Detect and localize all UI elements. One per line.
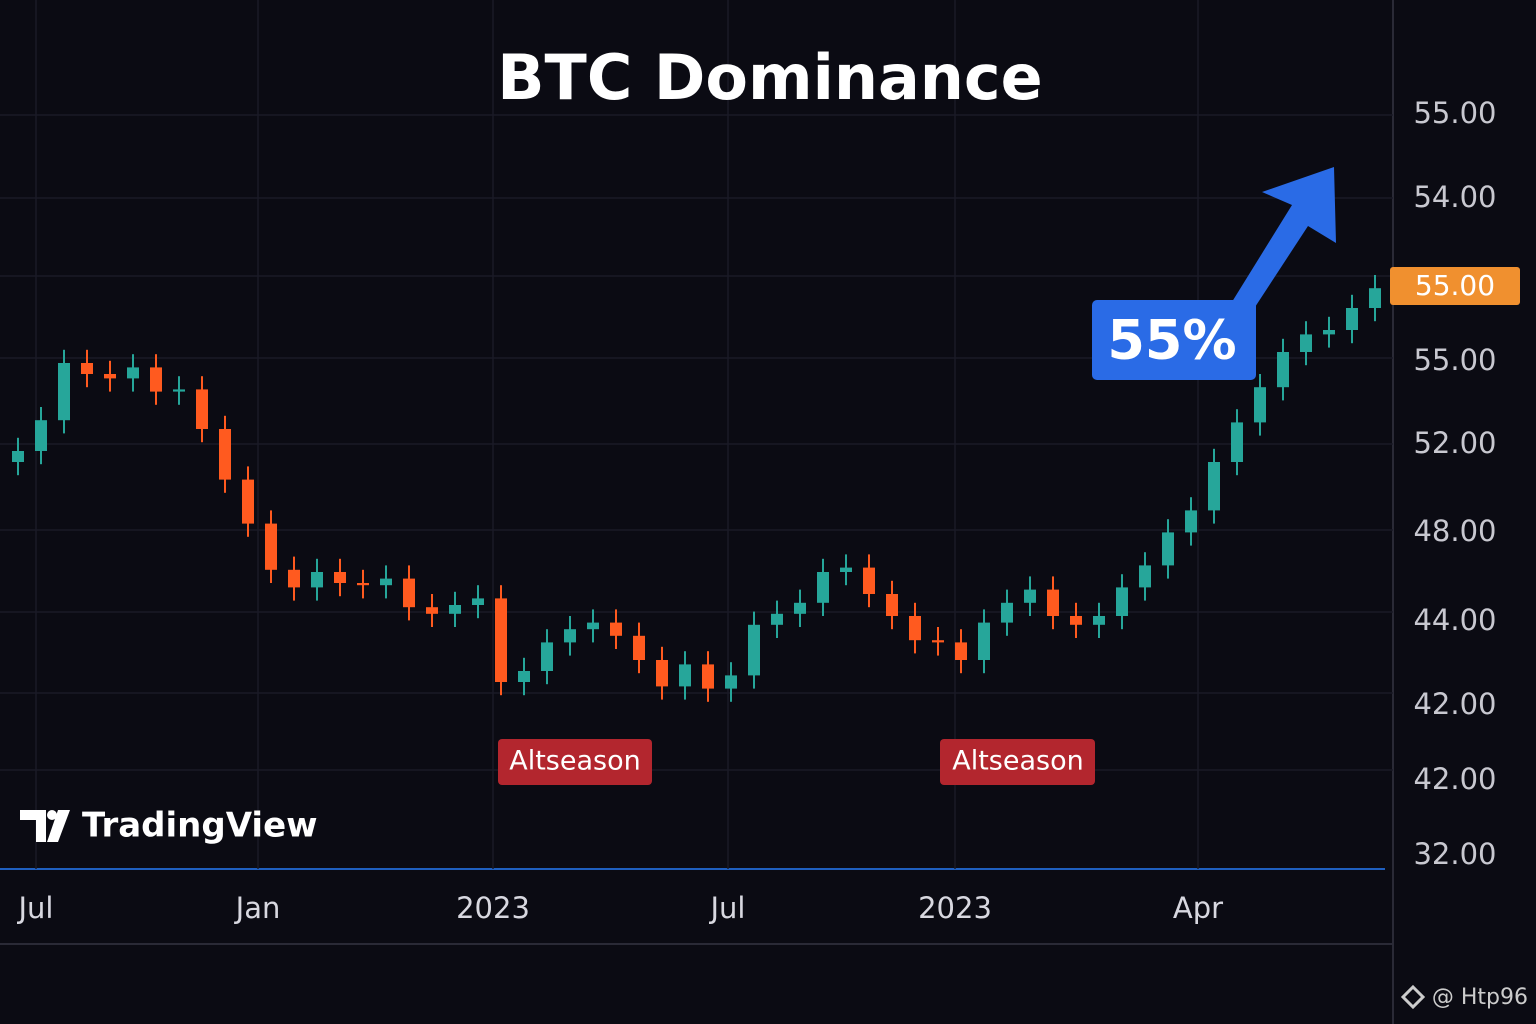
y-axis-label: 55.00 [1413, 343, 1496, 377]
chart-title: BTC Dominance [497, 41, 1042, 114]
candle-body [403, 578, 415, 608]
candle-body [449, 605, 461, 614]
candle-body [1323, 330, 1335, 335]
candle-body [1369, 288, 1381, 308]
candle-body [771, 613, 783, 625]
candle-body [794, 602, 806, 614]
candle-body [955, 642, 967, 660]
candle-body [1139, 565, 1151, 588]
callout-text: 55% [1107, 309, 1236, 372]
candle-body [1047, 589, 1059, 616]
candle-body [518, 671, 530, 682]
candle-body [1277, 352, 1289, 388]
y-axis-label: 42.00 [1413, 762, 1496, 796]
candle-body [1185, 510, 1197, 533]
candle-body [1346, 308, 1358, 330]
candle-body [587, 622, 599, 630]
candle-body [1254, 387, 1266, 423]
candle-body [127, 367, 139, 379]
candle-body [863, 567, 875, 594]
y-axis-label: 44.00 [1413, 603, 1496, 637]
candle-body [886, 594, 898, 616]
annotation-box [940, 739, 1095, 785]
x-axis-label: Jan [234, 891, 281, 925]
candle-body [656, 660, 668, 687]
candle-body [702, 664, 714, 689]
candle-body [748, 624, 760, 676]
x-axis-label: 2023 [456, 891, 530, 925]
candle-body [1093, 616, 1105, 625]
candle-body [472, 598, 484, 605]
callout-box [1092, 300, 1256, 380]
x-axis-label: Apr [1173, 891, 1223, 925]
y-axis-label: 48.00 [1413, 514, 1496, 548]
x-axis-label: Jul [709, 891, 746, 925]
candle-body [1116, 587, 1128, 616]
candle-body [380, 578, 392, 586]
candle-body [541, 642, 553, 671]
candle-body [817, 572, 829, 603]
candle-body [12, 451, 24, 462]
candle-body [932, 640, 944, 643]
candle-body [725, 675, 737, 689]
candle-body [909, 616, 921, 641]
candle-body [58, 363, 70, 421]
annotation-text: Altseason [509, 746, 640, 777]
candle-body [610, 622, 622, 636]
candle-body [104, 374, 116, 379]
callout-arrow [1222, 167, 1336, 330]
candles [12, 275, 1381, 702]
candle-body [265, 523, 277, 570]
y-axis-label: 32.00 [1413, 837, 1496, 871]
candle-body [840, 567, 852, 572]
watermark: @ Htp96 [1432, 985, 1528, 1010]
candle-body [1162, 532, 1174, 566]
candle-body [1208, 462, 1220, 511]
y-axis-label: 42.00 [1413, 687, 1496, 721]
candle-body [288, 569, 300, 588]
x-axis-label: 2023 [918, 891, 992, 925]
candle-body [1300, 334, 1312, 352]
candle-body [1024, 589, 1036, 603]
price-badge-text: 55.00 [1415, 269, 1495, 302]
candle-body [173, 389, 185, 392]
candle-body [633, 635, 645, 660]
annotation-text: Altseason [952, 746, 1083, 777]
candle-body [1070, 616, 1082, 625]
candle-body [426, 607, 438, 614]
candle-body [1001, 602, 1013, 623]
candle-body [564, 629, 576, 643]
candle-body [196, 389, 208, 429]
candle-body [357, 583, 369, 586]
candle-body [242, 479, 254, 524]
y-axis-label: 55.00 [1454, 282, 1457, 284]
candle-body [495, 598, 507, 682]
candle-body [81, 363, 93, 374]
y-axis-label: 52.00 [1413, 426, 1496, 460]
candle-body [311, 572, 323, 588]
candle-body [1231, 422, 1243, 462]
price-badge [1390, 267, 1520, 305]
candle-body [978, 622, 990, 660]
y-axis-label: 55.00 [1413, 96, 1496, 130]
candle-body [150, 367, 162, 392]
y-axis-label: 54.00 [1413, 180, 1496, 214]
watermark-icon [1400, 984, 1426, 1010]
candle-body [679, 664, 691, 687]
candle-body [334, 572, 346, 583]
annotation-box [498, 739, 652, 785]
candle-body [35, 420, 47, 451]
candle-body [219, 429, 231, 480]
logo-icon [20, 810, 70, 842]
x-axis-label: Jul [17, 891, 54, 925]
logo-text: TradingView [82, 806, 318, 846]
